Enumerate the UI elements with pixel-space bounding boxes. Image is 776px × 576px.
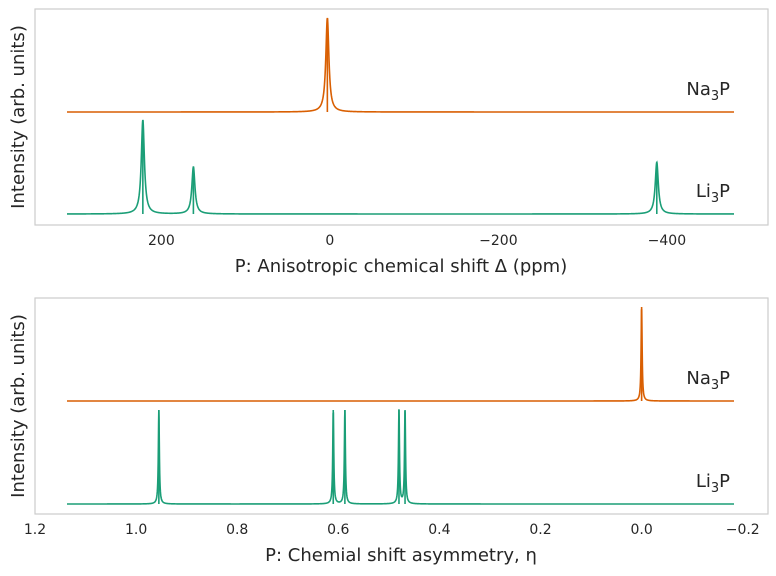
trace-Li3P xyxy=(67,409,734,505)
series-label-Li3P: Li3P xyxy=(696,471,730,496)
x-tick-labels: 1.2 1.0 0.8 0.6 0.4 0.2 0.0 −0.2 xyxy=(24,522,760,538)
x-tick-label: 0.2 xyxy=(529,522,551,538)
trace-Na3P xyxy=(67,17,734,113)
y-axis-label: Intensity (arb. units) xyxy=(8,25,29,209)
trace-Na3P xyxy=(67,309,734,402)
x-tick-label: 200 xyxy=(148,233,175,249)
x-tick-label: 0.6 xyxy=(327,522,349,538)
y-axis-label: Intensity (arb. units) xyxy=(8,314,29,498)
spectra-traces xyxy=(67,17,734,215)
x-tick-label: −0.2 xyxy=(726,522,760,538)
trace-Li3P xyxy=(67,119,734,215)
series-labels: Na3P Li3P xyxy=(686,79,730,206)
series-label-Na3P: Na3P xyxy=(686,368,730,393)
x-tick-label: 1.0 xyxy=(125,522,147,538)
plot-frame xyxy=(34,8,769,226)
x-tick-label: 1.2 xyxy=(24,522,46,538)
x-tick-label: −200 xyxy=(479,233,517,249)
x-tick-label: 0 xyxy=(325,233,334,249)
x-tick-label: −400 xyxy=(648,233,686,249)
series-label-Na3P: Na3P xyxy=(686,79,730,104)
chart-panel-anisotropy: 200 0 −200 −400 Na3P Li3P P: Anisotropic che… xyxy=(8,8,769,277)
x-axis-label: P: Anisotropic chemical shift Δ (ppm) xyxy=(235,256,568,277)
chart-panel-asymmetry: 1.2 1.0 0.8 0.6 0.4 0.2 0.0 −0.2 Na3P Li3P P: Ch… xyxy=(8,297,769,566)
x-tick-label: 0.8 xyxy=(226,522,248,538)
spectra-traces xyxy=(67,307,734,505)
x-tick-label: 0.4 xyxy=(428,522,450,538)
x-tick-labels: 200 0 −200 −400 xyxy=(148,233,686,249)
series-label-Li3P: Li3P xyxy=(696,181,730,206)
x-tick-label: 0.0 xyxy=(630,522,652,538)
x-axis-label: P: Chemial shift asymmetry, η xyxy=(265,545,537,566)
plot-frame xyxy=(34,297,769,515)
series-labels: Na3P Li3P xyxy=(686,368,730,496)
